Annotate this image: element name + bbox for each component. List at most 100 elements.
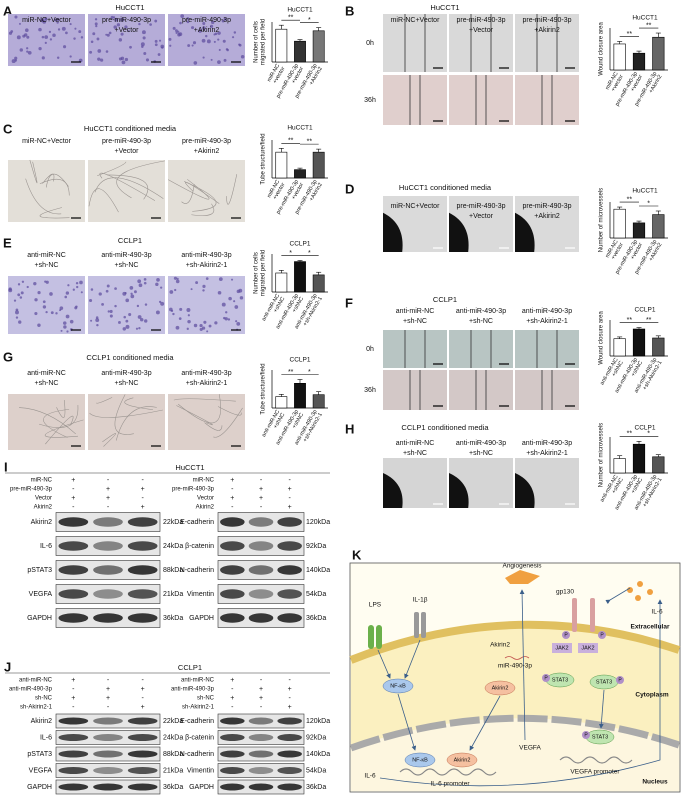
label: IL-6 promoter — [430, 781, 470, 788]
diagram: K LPS IL-1β Angiogenesis gp130 IL-6 Extr… — [349, 547, 681, 793]
cell — [225, 48, 229, 51]
panel-label: G — [3, 349, 13, 364]
p-label: P — [544, 675, 548, 681]
cell — [110, 15, 114, 20]
condition-label: miR-NC+Vector — [391, 17, 440, 24]
cell — [228, 296, 232, 301]
cell — [38, 27, 42, 32]
condition-sign: + — [141, 486, 145, 493]
y-axis-label: Wound closure area — [599, 311, 605, 365]
band — [58, 767, 89, 774]
micrograph — [383, 370, 447, 410]
cell — [175, 325, 180, 330]
cell — [149, 23, 152, 26]
size-label: 54kDa — [306, 767, 326, 774]
cell — [221, 302, 226, 307]
y-axis-label: Tube structure/field — [261, 133, 267, 184]
condition-sign: + — [71, 495, 75, 502]
significance-label: ** — [627, 431, 633, 438]
band — [220, 734, 245, 741]
label: Akirin2 — [490, 642, 510, 649]
significance-label: ** — [288, 138, 294, 145]
cell — [205, 34, 208, 38]
chart-title: HuCCT1 — [287, 7, 313, 14]
band — [248, 750, 274, 758]
blot — [217, 584, 305, 604]
cell — [199, 327, 203, 331]
micrograph — [88, 160, 165, 222]
significance-label: ** — [646, 317, 652, 324]
bar — [652, 214, 665, 239]
cell — [187, 319, 191, 324]
significance-label: * — [647, 200, 650, 207]
cell — [48, 30, 52, 34]
cell — [172, 26, 176, 30]
akirin2-oval — [484, 680, 516, 696]
condition-sign: - — [260, 677, 263, 684]
band — [58, 613, 89, 623]
condition-label: +Vector — [115, 27, 140, 34]
micrograph — [8, 394, 85, 450]
condition-label: anti-miR-NC — [27, 252, 66, 259]
label: JAK2 — [581, 645, 594, 651]
condition-label: pre-miR-490-3p — [456, 203, 505, 210]
cell — [45, 311, 48, 314]
condition-label: anti-miR-NC — [396, 440, 435, 447]
cell — [49, 38, 53, 41]
significance-label: ** — [307, 138, 313, 145]
band — [127, 613, 158, 623]
cell — [192, 41, 197, 45]
bar — [613, 208, 626, 239]
cell — [155, 310, 160, 315]
micrograph — [168, 276, 245, 334]
panel-label: K — [352, 547, 362, 562]
size-label: 54kDa — [306, 591, 326, 598]
band — [93, 517, 123, 527]
bar — [312, 30, 325, 63]
condition-name: Vector — [35, 496, 52, 502]
cell — [113, 16, 116, 19]
label: gp130 — [556, 589, 574, 596]
cell — [44, 17, 48, 21]
band — [248, 717, 274, 725]
cell — [236, 322, 241, 326]
condition-sign: + — [71, 477, 75, 484]
condition-sign: + — [106, 686, 110, 693]
label: JAK2 — [555, 645, 568, 651]
condition-label: +Vector — [469, 213, 494, 220]
il6-dot — [627, 587, 633, 593]
band — [58, 734, 89, 741]
cell — [214, 32, 218, 36]
cell — [130, 294, 135, 299]
condition-label: +sh-NC — [35, 262, 59, 269]
cell — [105, 33, 108, 36]
cell — [202, 26, 206, 30]
band — [58, 589, 89, 599]
p-label: P — [564, 632, 568, 638]
cell — [233, 300, 236, 303]
tube — [181, 184, 195, 204]
cell — [80, 36, 84, 39]
panel-label: F — [345, 295, 353, 310]
cell — [42, 300, 46, 304]
bar — [632, 52, 646, 71]
micrograph — [8, 14, 85, 66]
band — [248, 767, 274, 774]
micrograph — [515, 75, 579, 125]
cell — [108, 31, 112, 35]
cell — [140, 42, 145, 47]
band — [58, 517, 89, 527]
gp130-receptor — [590, 598, 595, 632]
cell — [41, 56, 45, 60]
cell — [120, 32, 124, 36]
cell — [160, 301, 165, 306]
cell — [57, 28, 61, 31]
label: STAT3 — [596, 679, 612, 685]
protein-label: N-cadherin — [180, 751, 214, 758]
band — [93, 565, 123, 575]
bar — [312, 274, 325, 293]
bar — [632, 328, 646, 357]
y-axis-label: migrated per field — [261, 250, 267, 296]
significance-label: ** — [627, 317, 633, 324]
cell — [169, 44, 172, 47]
